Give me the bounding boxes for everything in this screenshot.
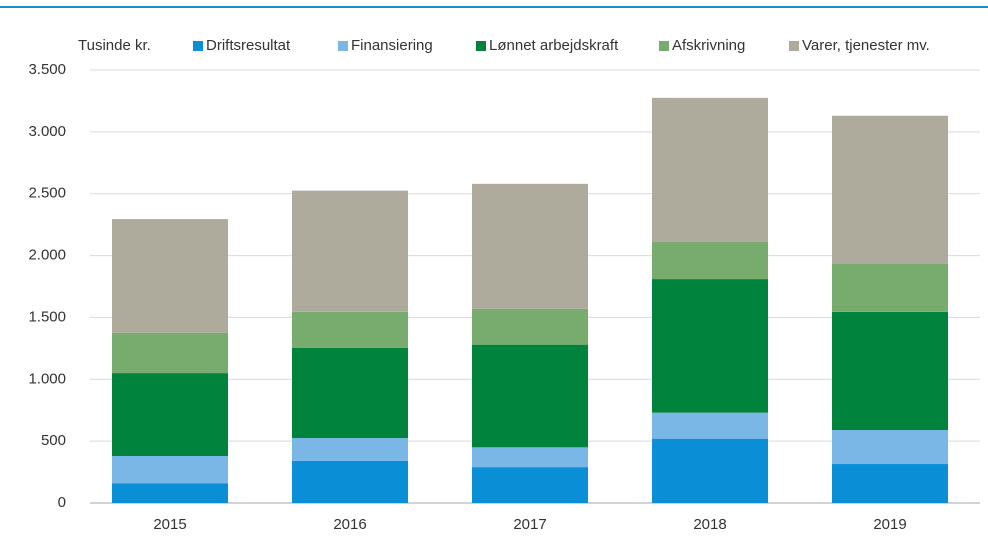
bar-segment (832, 464, 948, 503)
legend-swatch (338, 41, 348, 51)
bar-segment (832, 115, 948, 264)
bar-segment (292, 460, 408, 503)
y-tick-label: 3.000 (28, 123, 66, 140)
legend-label: Driftsresultat (206, 37, 291, 54)
bar-segment (292, 438, 408, 461)
bar-segment (472, 467, 588, 503)
bar-segment (652, 97, 768, 242)
y-tick-label: 2.000 (28, 247, 66, 264)
bar-segment (832, 311, 948, 431)
legend-label: Varer, tjenester mv. (802, 37, 930, 54)
bar-segment (112, 455, 228, 484)
bar-segment (832, 263, 948, 312)
y-tick-label: 0 (58, 494, 66, 511)
x-tick-label: 2019 (873, 516, 906, 533)
bar-segment (292, 311, 408, 348)
bar-segment (472, 447, 588, 468)
bar-segment (472, 308, 588, 345)
bar-segment (112, 373, 228, 456)
y-tick-label: 1.500 (28, 308, 66, 325)
bar-segment (112, 483, 228, 503)
legend-swatch (193, 41, 203, 51)
bar-segment (652, 412, 768, 439)
legend-swatch (659, 41, 669, 51)
bar-segment (652, 438, 768, 503)
bar-segment (112, 332, 228, 374)
x-tick-label: 2015 (153, 516, 186, 533)
y-tick-label: 1.000 (28, 370, 66, 387)
x-tick-label: 2018 (693, 516, 726, 533)
y-tick-label: 500 (41, 432, 66, 449)
bar-segment (652, 241, 768, 280)
bar-segment (472, 344, 588, 448)
legend-label: Lønnet arbejdskraft (489, 37, 619, 54)
y-tick-label: 3.500 (28, 61, 66, 78)
x-tick-label: 2017 (513, 516, 546, 533)
bar-segment (832, 430, 948, 465)
bar-segment (112, 219, 228, 333)
legend-label: Afskrivning (672, 37, 745, 54)
legend-swatch (476, 41, 486, 51)
legend-swatch (789, 41, 799, 51)
legend-label: Finansiering (351, 37, 433, 54)
bar-segment (652, 279, 768, 413)
bar-segment (292, 347, 408, 439)
y-tick-label: 2.500 (28, 185, 66, 202)
x-tick-label: 2016 (333, 516, 366, 533)
bar-segment (472, 183, 588, 309)
y-axis-label: Tusinde kr. (78, 37, 151, 54)
bar-segment (292, 190, 408, 312)
